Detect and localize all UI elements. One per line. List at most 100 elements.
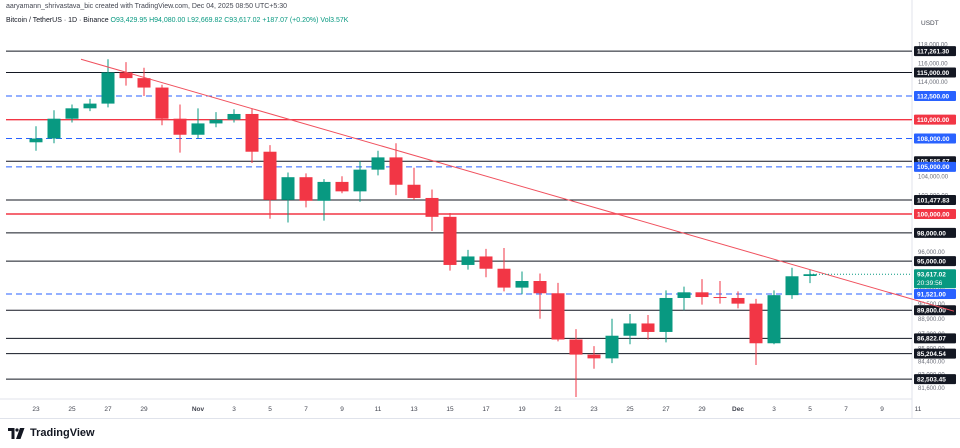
candle-body [803, 274, 817, 276]
time-axis-label: 19 [518, 406, 526, 413]
symbol-name: Bitcoin / TetherUS · 1D · Binance [6, 17, 109, 24]
candle-body [515, 280, 529, 288]
price-tick-label: 114,000.00 [918, 80, 948, 86]
candle-body [785, 276, 799, 296]
price-level-tag [914, 114, 956, 125]
price-tick-label: 96,000.00 [918, 250, 945, 256]
candle-body [371, 157, 385, 170]
candle-body [569, 339, 583, 355]
candle-body [335, 181, 349, 192]
ohlc-close: C93,617.02 [224, 17, 261, 24]
footer: TradingView [0, 418, 960, 448]
time-axis-label: 3 [772, 406, 776, 413]
price-level-label: 115,000.00 [917, 70, 950, 77]
current-price-tag [914, 269, 956, 289]
price-level-label: 117,261.30 [917, 49, 950, 56]
price-level-label: 82,503.45 [917, 376, 946, 383]
current-price-label: 93,617.02 [917, 272, 946, 279]
price-level-label: 108,000.00 [917, 136, 950, 143]
volume: Vol3.57K [320, 17, 349, 24]
price-level-tag [914, 91, 956, 102]
ohlc-low: L92,669.82 [187, 17, 223, 24]
candle-body [443, 216, 457, 265]
time-axis-label: 11 [915, 406, 922, 413]
price-level-tag [914, 133, 956, 144]
candle-body [47, 118, 61, 139]
candle-body [191, 123, 205, 135]
brand-name: TradingView [30, 427, 95, 439]
candle-body [137, 78, 151, 88]
candle-body [209, 119, 223, 124]
candle-body [83, 103, 97, 109]
price-level-label: 86,822.07 [917, 336, 946, 343]
price-tick-label: 116,000.00 [918, 61, 948, 67]
candle-body [353, 169, 367, 192]
candle-body [605, 335, 619, 359]
time-axis-label: 23 [32, 406, 40, 413]
candle-body [749, 303, 763, 344]
time-axis-label: 25 [626, 406, 634, 413]
price-level-tag [914, 67, 956, 78]
price-level-label: 112,500.00 [917, 93, 950, 100]
candle-body [641, 323, 655, 332]
candle-body [731, 297, 745, 304]
candle-body [587, 354, 601, 359]
price-level-tag [914, 305, 956, 316]
time-axis-label: 23 [590, 406, 598, 413]
price-tick-label: 104,000.00 [918, 175, 949, 181]
price-level-tag [914, 195, 956, 206]
ohlc-high: H94,080.00 [149, 17, 186, 24]
currency-label: USDT [921, 20, 939, 27]
symbol-legend: Bitcoin / TetherUS · 1D · Binance O93,42… [6, 17, 348, 24]
time-axis-label: 27 [104, 406, 112, 413]
time-axis-label: 17 [482, 406, 490, 413]
time-axis-label: 5 [268, 406, 272, 413]
price-level-label: 105,000.00 [917, 164, 950, 171]
price-tick-label: 84,400.00 [918, 360, 945, 366]
time-axis-label: 27 [662, 406, 670, 413]
candle-body [263, 151, 277, 200]
price-chart[interactable]: USDT 118,000.00 116,000.00 114,000.00 104,00… [0, 0, 960, 418]
price-level-tag [914, 374, 956, 385]
candle-body [623, 323, 637, 336]
time-axis-label: Nov [192, 406, 205, 413]
price-level-label: 110,000.00 [917, 117, 950, 124]
time-axis-label: 15 [446, 406, 454, 413]
time-axis-label: 11 [375, 406, 382, 413]
candle-body [479, 256, 493, 269]
price-level-label: 85,204.54 [917, 351, 946, 358]
price-level-label: 101,477.83 [917, 197, 950, 204]
candle-body [461, 256, 475, 265]
descending-trendline [80, 58, 955, 312]
candle-body [767, 295, 781, 344]
price-level-tag [914, 333, 956, 344]
price-level-label: 98,000.00 [917, 230, 946, 237]
candle-body [101, 72, 115, 104]
candle-body [713, 297, 727, 299]
price-tick-label: 88,900.00 [918, 317, 945, 323]
price-level-tag [914, 227, 956, 238]
candle-body [227, 113, 241, 120]
price-tick-label: 118,000.00 [918, 42, 948, 48]
candle-body [155, 87, 169, 119]
candle-body [497, 268, 511, 288]
candle-body [245, 113, 259, 152]
time-axis-label: 29 [140, 406, 148, 413]
price-level-tag [914, 209, 956, 219]
time-axis-label: 7 [844, 406, 848, 413]
time-axis-label: 9 [880, 406, 884, 413]
price-level-label: 89,800.00 [917, 308, 946, 315]
candle-body [659, 297, 673, 332]
candle-body [695, 292, 709, 298]
time-axis-label: 29 [698, 406, 706, 413]
candle-body [29, 138, 43, 143]
price-level-tag [914, 348, 956, 359]
bar-countdown-label: 20:39:56 [917, 280, 943, 287]
candle-body [533, 280, 547, 294]
candle-body [389, 157, 403, 185]
time-axis-label: 25 [68, 406, 76, 413]
tradingview-brand[interactable]: TradingView [8, 427, 95, 439]
price-level-tag [914, 161, 956, 172]
price-level-label: 91,521.00 [917, 291, 946, 298]
price-level-tag [914, 256, 956, 267]
